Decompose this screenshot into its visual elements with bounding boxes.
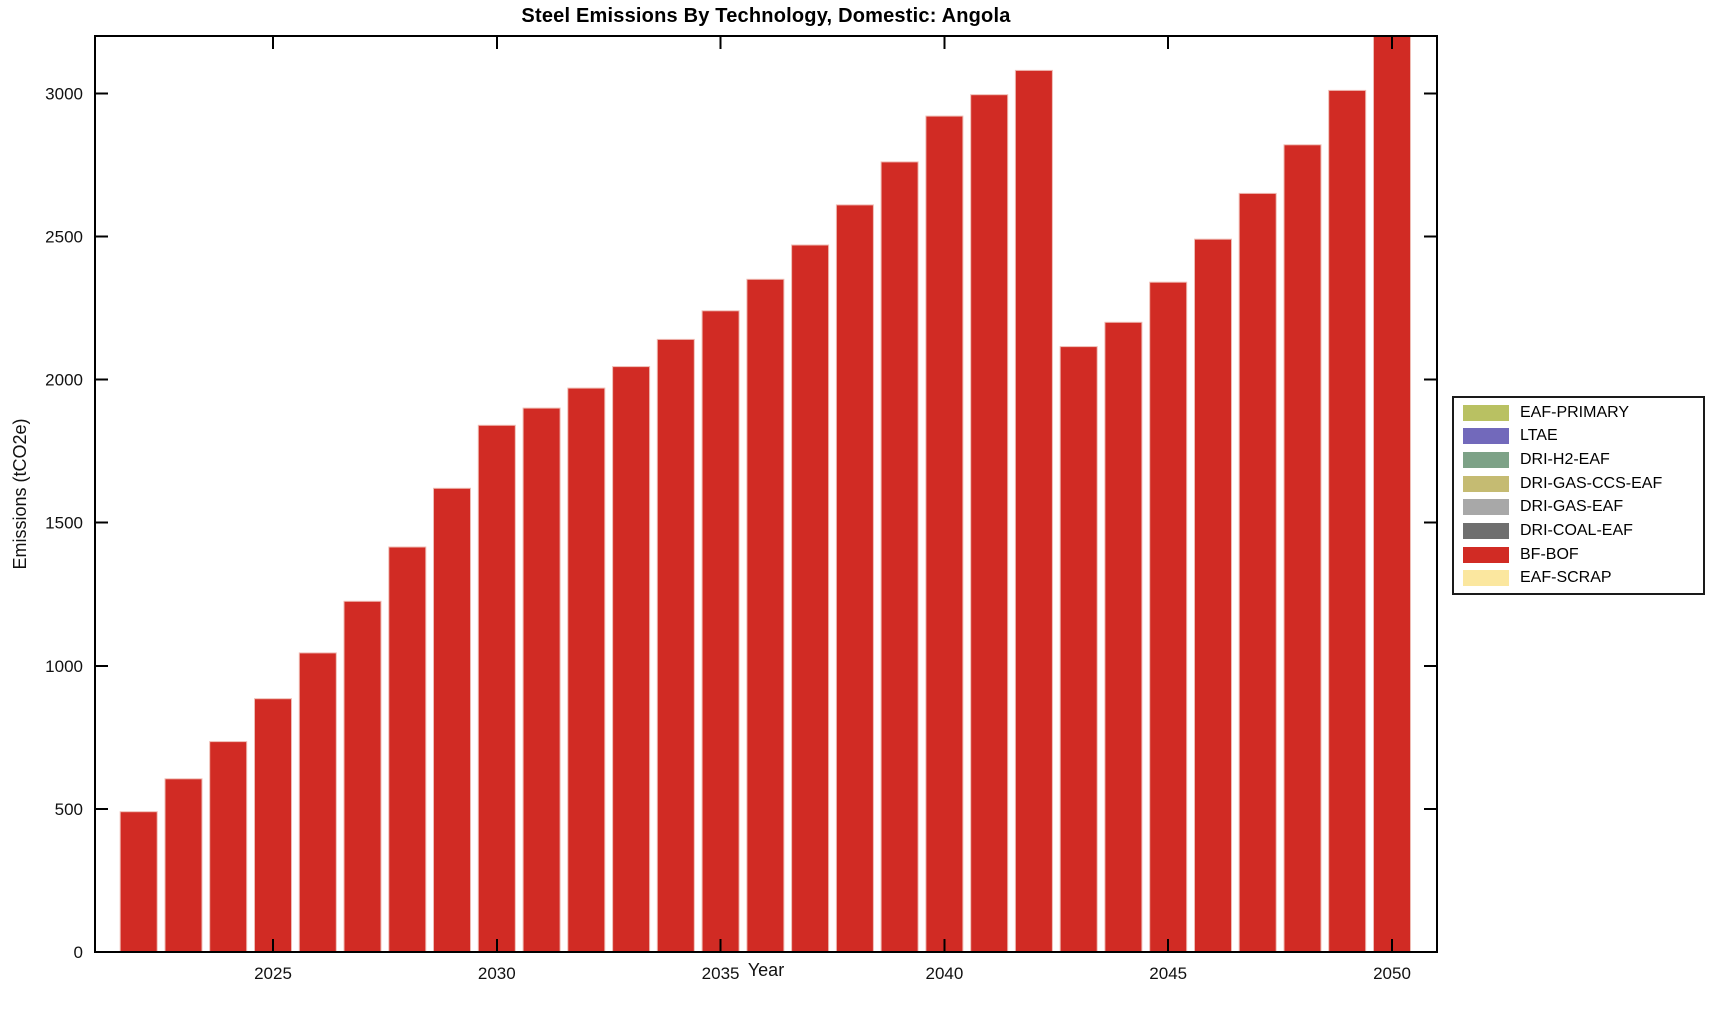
bar-2035 bbox=[701, 310, 740, 953]
legend-label: DRI-GAS-EAF bbox=[1520, 498, 1624, 516]
bar-2033 bbox=[612, 366, 651, 953]
legend-item-bf-bof: BF-BOF bbox=[1454, 546, 1703, 564]
legend-label: BF-BOF bbox=[1520, 545, 1579, 563]
legend-item-eaf-scrap: EAF-SCRAP bbox=[1454, 569, 1703, 587]
legend-label: LTAE bbox=[1520, 427, 1558, 445]
bar-2023 bbox=[164, 778, 203, 953]
x-tick-label-2040: 2040 bbox=[925, 964, 963, 983]
legend-item-dri-coal-eaf: DRI-COAL-EAF bbox=[1454, 522, 1703, 540]
y-axis-label: Emissions (tCO2e) bbox=[10, 418, 30, 570]
x-tick-label-2025: 2025 bbox=[254, 964, 292, 983]
chart-title: Steel Emissions By Technology, Domestic:… bbox=[521, 5, 1011, 27]
legend-label: DRI-COAL-EAF bbox=[1520, 521, 1633, 539]
legend-item-eaf-primary: EAF-PRIMARY bbox=[1454, 404, 1703, 422]
bar-2026 bbox=[298, 652, 337, 953]
y-tick-label-3000: 3000 bbox=[45, 84, 83, 103]
bar-2040 bbox=[925, 115, 964, 953]
bar-2048 bbox=[1283, 144, 1322, 953]
y-tick-label-2500: 2500 bbox=[45, 227, 83, 246]
bar-2032 bbox=[567, 387, 606, 953]
y-tick-label-1000: 1000 bbox=[45, 657, 83, 676]
legend-item-ltae: LTAE bbox=[1454, 427, 1703, 445]
bar-2031 bbox=[522, 407, 561, 953]
bar-2028 bbox=[388, 546, 427, 953]
bar-2047 bbox=[1238, 192, 1277, 953]
bar-2029 bbox=[433, 487, 471, 953]
legend-label: DRI-H2-EAF bbox=[1520, 451, 1610, 469]
bar-2044 bbox=[1104, 321, 1143, 953]
bar-2036 bbox=[746, 278, 785, 953]
legend-swatch-eaf-primary bbox=[1463, 404, 1509, 421]
legend-swatch-bf-bof bbox=[1463, 546, 1509, 563]
x-tick-label-2035: 2035 bbox=[702, 964, 740, 983]
x-tick-label-2050: 2050 bbox=[1373, 964, 1411, 983]
bar-2050 bbox=[1373, 35, 1411, 953]
legend-swatch-dri-h2-eaf bbox=[1463, 452, 1509, 469]
legend-label: EAF-PRIMARY bbox=[1520, 403, 1630, 421]
bar-2049 bbox=[1328, 89, 1367, 953]
bar-2039 bbox=[880, 161, 919, 953]
legend-item-dri-h2-eaf: DRI-H2-EAF bbox=[1454, 451, 1703, 469]
bar-2043 bbox=[1059, 346, 1098, 953]
bar-2037 bbox=[791, 244, 830, 953]
bar-2027 bbox=[343, 600, 382, 953]
legend-swatch-dri-gas-ccs-eaf bbox=[1463, 475, 1509, 492]
bar-2042 bbox=[1014, 69, 1053, 953]
x-axis-label: Year bbox=[747, 960, 785, 980]
bar-2045 bbox=[1149, 281, 1188, 953]
legend-label: EAF-SCRAP bbox=[1520, 569, 1612, 587]
x-tick-label-2030: 2030 bbox=[478, 964, 516, 983]
x-tick-label-2045: 2045 bbox=[1149, 964, 1187, 983]
bar-2025 bbox=[254, 698, 292, 953]
y-tick-label-2000: 2000 bbox=[45, 371, 83, 390]
bar-2038 bbox=[835, 204, 874, 953]
bar-2041 bbox=[970, 94, 1009, 953]
bar-2034 bbox=[656, 338, 695, 953]
bar-2046 bbox=[1194, 238, 1232, 953]
legend-swatch-eaf-scrap bbox=[1463, 570, 1509, 587]
plot-border bbox=[94, 35, 1438, 953]
legend-swatch-ltae bbox=[1463, 428, 1509, 445]
bar-2022 bbox=[119, 811, 158, 953]
legend-item-dri-gas-eaf: DRI-GAS-EAF bbox=[1454, 498, 1703, 516]
legend-swatch-dri-gas-eaf bbox=[1463, 499, 1509, 516]
y-tick-label-1500: 1500 bbox=[45, 514, 83, 533]
bar-2030 bbox=[477, 424, 516, 953]
legend-swatch-dri-coal-eaf bbox=[1463, 522, 1509, 539]
y-tick-label-500: 500 bbox=[55, 800, 83, 819]
legend: EAF-PRIMARY LTAE DRI-H2-EAF DRI-GAS-CCS-EAF… bbox=[1452, 396, 1705, 595]
legend-item-dri-gas-ccs-eaf: DRI-GAS-CCS-EAF bbox=[1454, 475, 1703, 493]
y-tick-label-0: 0 bbox=[74, 943, 83, 962]
bar-2024 bbox=[209, 741, 248, 953]
legend-label: DRI-GAS-CCS-EAF bbox=[1520, 474, 1663, 492]
